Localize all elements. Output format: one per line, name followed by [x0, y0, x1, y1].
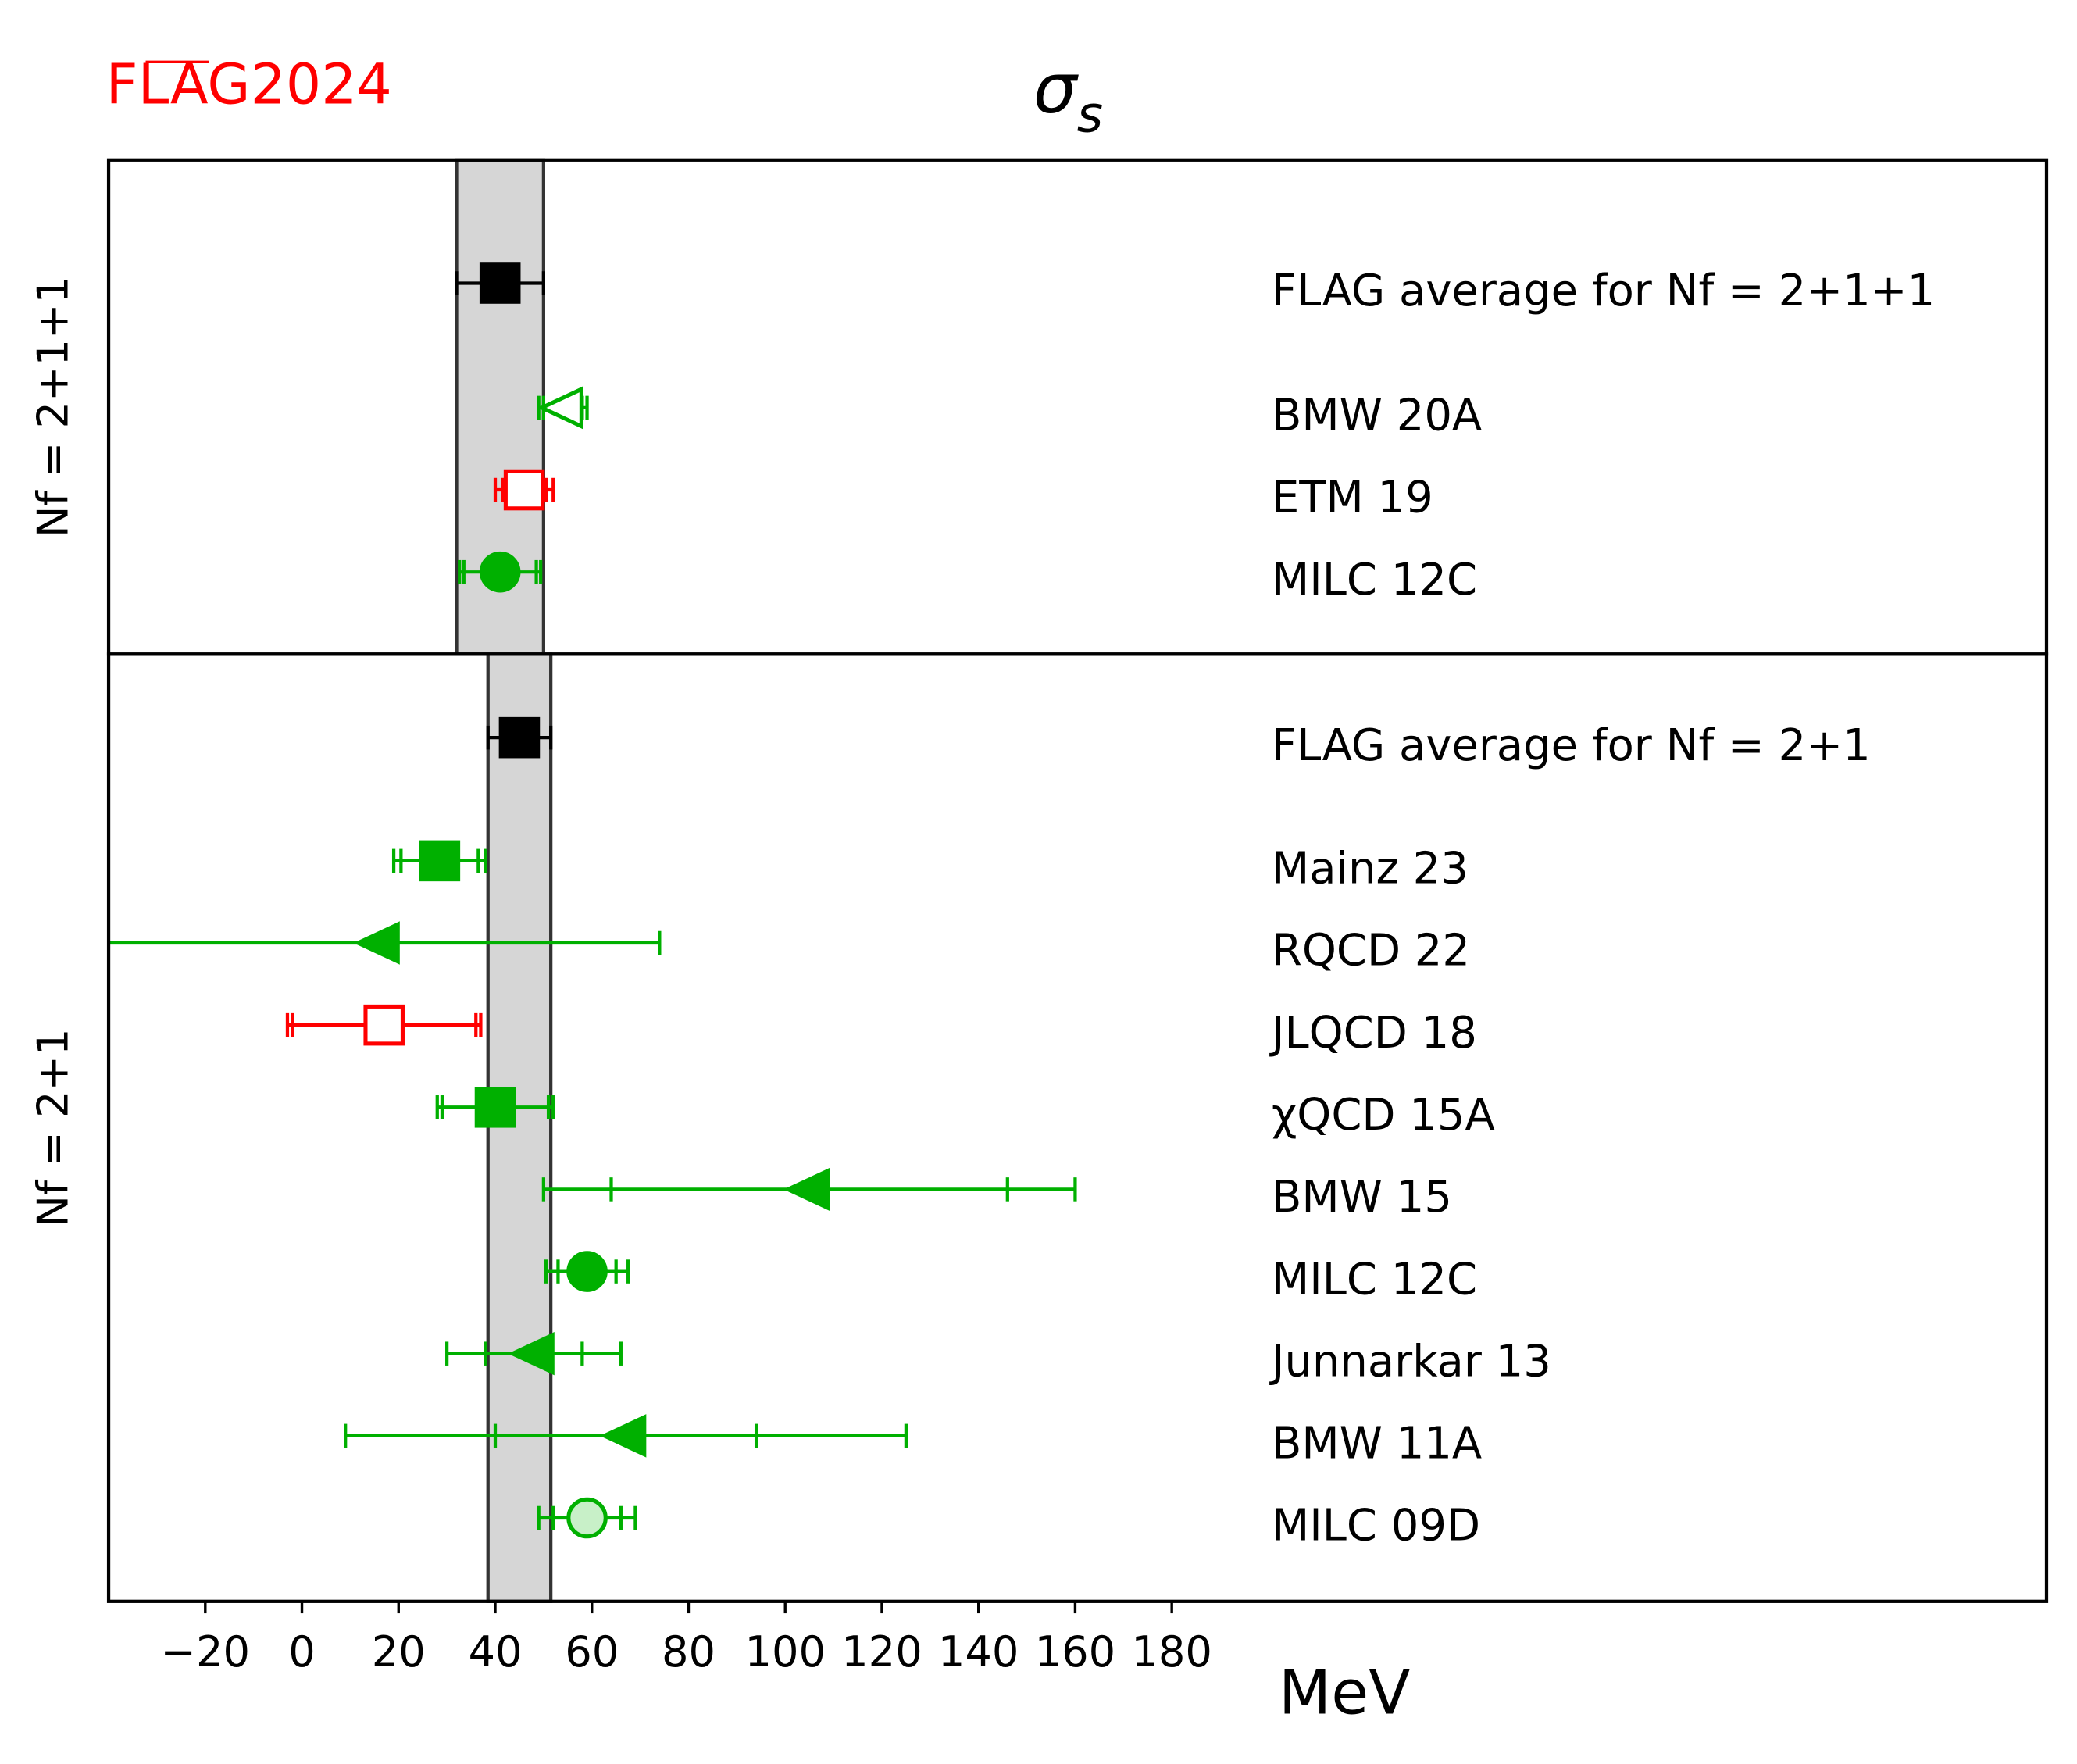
- marker: [566, 1251, 608, 1292]
- marker: [566, 1497, 608, 1539]
- row-label: Junnarkar 13: [1269, 1336, 1551, 1387]
- panel-label: Nf = 2+1+1: [28, 277, 77, 537]
- x-tick-label: −20: [161, 1627, 251, 1677]
- row-label: JLQCD 18: [1269, 1008, 1477, 1059]
- row-label: MILC 12C: [1272, 1254, 1477, 1305]
- panel-frame: [106, 158, 2049, 656]
- marker: [479, 262, 521, 304]
- panel-rows: [455, 262, 589, 593]
- row-label: BMW 15: [1272, 1172, 1452, 1223]
- marker: [479, 551, 521, 593]
- panel-rows: [109, 716, 1077, 1539]
- plot: Nf = 2+1+1 Nf = 2+1 −20 0 20 40 60 80 100 120 140 1…: [28, 158, 2049, 1677]
- row-label: χQCD 15A: [1272, 1090, 1495, 1141]
- x-tick-label: 60: [565, 1627, 619, 1677]
- marker: [537, 386, 583, 430]
- x-tick-label: 40: [468, 1627, 522, 1677]
- x-tick-label: 160: [1035, 1627, 1116, 1677]
- row-label: RQCD 22: [1272, 926, 1470, 977]
- marker: [498, 716, 541, 759]
- panel-label: Nf = 2+1: [28, 1029, 77, 1227]
- title-symbol: σ: [1033, 48, 1080, 129]
- row-label: FLAG average for Nf = 2+1+1: [1272, 266, 1935, 316]
- x-axis-label: MeV: [1279, 1658, 1411, 1728]
- x-tick-label: 20: [372, 1627, 426, 1677]
- row-label: Mainz 23: [1272, 844, 1469, 894]
- x-tick-label: 140: [938, 1627, 1019, 1677]
- marker: [503, 469, 545, 511]
- marker: [508, 1331, 555, 1376]
- row-label: MILC 12C: [1272, 555, 1477, 605]
- row-label: ETM 19: [1272, 473, 1433, 523]
- marker: [353, 921, 400, 965]
- row-label: BMW 11A: [1272, 1419, 1482, 1469]
- panel-frame: [106, 652, 2049, 1603]
- chart-title: σs: [1033, 48, 1103, 144]
- marker: [783, 1167, 830, 1212]
- row-label: BMW 20A: [1272, 391, 1482, 441]
- marker: [474, 1086, 516, 1128]
- x-tick-label: 180: [1131, 1627, 1212, 1677]
- x-tick-label: 100: [744, 1627, 826, 1677]
- marker: [363, 1004, 405, 1046]
- x-tick-label: 120: [841, 1627, 923, 1677]
- row-label: MILC 09D: [1272, 1501, 1480, 1552]
- row-label: FLAG average for Nf = 2+1: [1272, 720, 1871, 771]
- x-tick-label: 0: [288, 1627, 316, 1677]
- x-tick-label: 80: [662, 1627, 716, 1677]
- marker: [599, 1414, 647, 1458]
- marker: [419, 840, 461, 882]
- title-subscript: s: [1077, 85, 1104, 144]
